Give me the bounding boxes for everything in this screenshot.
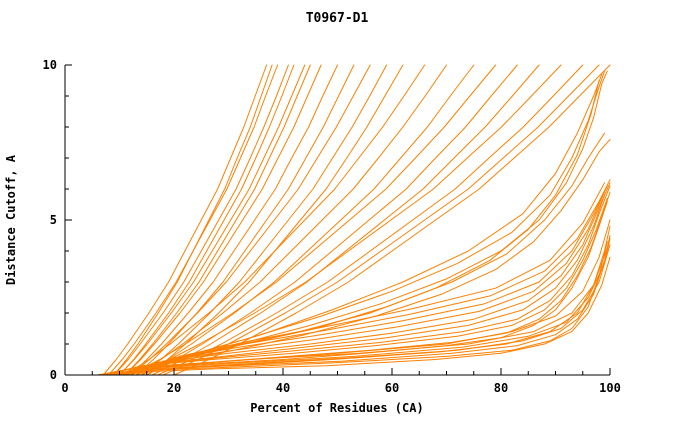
y-tick-label: 5 xyxy=(50,213,57,227)
x-tick-label: 80 xyxy=(494,381,508,395)
x-axis-label: Percent of Residues (CA) xyxy=(250,401,423,415)
model-curve xyxy=(124,182,611,376)
model-curve xyxy=(97,200,608,376)
model-curve xyxy=(135,185,608,376)
model-curve xyxy=(108,64,279,376)
model-curve xyxy=(97,256,611,376)
model-curve xyxy=(162,64,600,376)
model-curve xyxy=(129,64,338,376)
model-curve xyxy=(113,64,289,376)
y-axis-label: Distance Cutoff, A xyxy=(4,154,18,285)
model-curve xyxy=(140,64,388,376)
model-curve xyxy=(108,219,611,376)
chart-title: T0967-D1 xyxy=(306,11,369,26)
model-curve xyxy=(135,64,562,376)
model-curve xyxy=(124,64,322,376)
series-lines xyxy=(97,64,611,376)
model-curve xyxy=(129,191,605,376)
x-tick-label: 60 xyxy=(385,381,399,395)
model-curve xyxy=(146,64,518,376)
model-curve xyxy=(119,64,306,376)
x-tick-label: 100 xyxy=(599,381,621,395)
model-curve xyxy=(146,64,404,376)
model-curve xyxy=(102,225,611,376)
model-curve xyxy=(135,64,355,376)
model-curve xyxy=(135,132,605,376)
model-curve xyxy=(102,64,268,376)
model-curve xyxy=(157,64,584,376)
axes: 0 20 40 60 80 100 0 5 10 xyxy=(43,58,621,395)
y-tick-label: 0 xyxy=(50,368,57,382)
model-curve xyxy=(129,64,497,376)
x-tick-label: 20 xyxy=(167,381,181,395)
model-curve xyxy=(135,64,447,376)
y-tick-label: 10 xyxy=(43,58,57,72)
model-curve xyxy=(113,185,611,376)
model-curve xyxy=(124,64,426,376)
x-tick-label: 0 xyxy=(61,381,68,395)
model-curve xyxy=(113,64,273,376)
x-tick-label: 40 xyxy=(276,381,290,395)
model-curve xyxy=(151,64,540,376)
model-curve xyxy=(124,64,311,376)
model-curve xyxy=(119,64,295,376)
model-curve xyxy=(151,73,603,376)
model-curve xyxy=(140,64,475,376)
model-curve xyxy=(129,64,371,376)
model-curve xyxy=(113,238,611,376)
model-curve xyxy=(146,182,605,376)
model-curve xyxy=(119,194,605,376)
model-curve xyxy=(140,179,611,376)
model-curve xyxy=(108,197,608,376)
